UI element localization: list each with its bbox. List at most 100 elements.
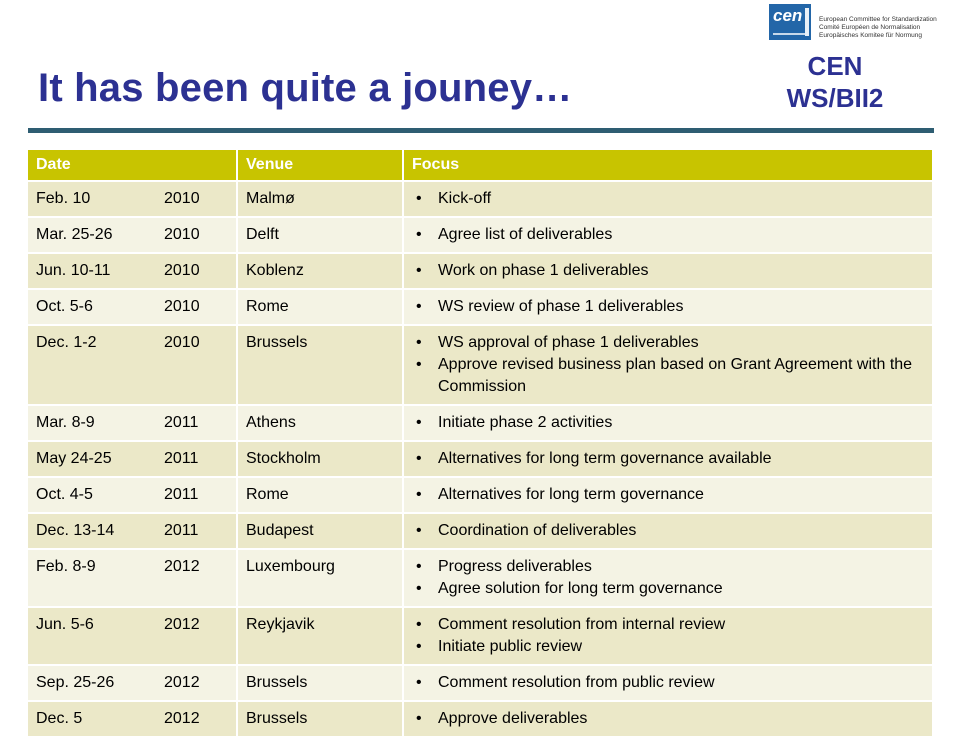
focus-list: Kick-off bbox=[412, 188, 924, 210]
meeting-date: Dec. 13-14 bbox=[36, 522, 115, 539]
meeting-year: 2011 bbox=[164, 486, 199, 503]
cell-date: Mar. 25-26 2010 bbox=[28, 218, 236, 252]
table-row: Mar. 8-9 2011 Athens Initiate phase 2 activ… bbox=[28, 406, 932, 440]
org-line: European Committee for Standardization bbox=[819, 16, 937, 23]
focus-item: Kick-off bbox=[412, 188, 924, 210]
focus-item: Agree solution for long term governance bbox=[412, 578, 924, 600]
focus-list: WS review of phase 1 deliverables bbox=[412, 296, 924, 318]
cell-venue: Rome bbox=[236, 290, 402, 324]
meeting-date: Dec. 5 bbox=[36, 710, 83, 727]
cell-venue: Rome bbox=[236, 478, 402, 512]
meeting-year: 2010 bbox=[164, 298, 200, 315]
meeting-year: 2010 bbox=[164, 226, 200, 243]
focus-item: Initiate phase 2 activities bbox=[412, 412, 924, 434]
table-row: Mar. 25-26 2010 Delft Agree list of deliver… bbox=[28, 218, 932, 252]
cell-focus: Coordination of deliverables bbox=[402, 514, 932, 548]
focus-list: Progress deliverablesAgree solution for … bbox=[412, 556, 924, 600]
meeting-date: Jun. 10-11 bbox=[36, 262, 111, 279]
cell-date: Feb. 8-9 2012 bbox=[28, 550, 236, 606]
meeting-year: 2011 bbox=[164, 522, 199, 539]
cell-focus: Initiate phase 2 activities bbox=[402, 406, 932, 440]
cell-date: Feb. 10 2010 bbox=[28, 182, 236, 216]
cen-logo: cen European Committee for Standardizati… bbox=[769, 4, 949, 44]
cen-logo-text: cen bbox=[773, 6, 803, 25]
org-line: Europäisches Komitee für Normung bbox=[819, 32, 922, 39]
meeting-date: Sep. 25-26 bbox=[36, 674, 115, 691]
cell-venue: Reykjavik bbox=[236, 608, 402, 664]
workshop-label-line1: CEN bbox=[807, 51, 863, 81]
meeting-year: 2010 bbox=[164, 190, 200, 207]
focus-item: Approve deliverables bbox=[412, 708, 924, 730]
focus-item: Comment resolution from internal review bbox=[412, 614, 924, 636]
focus-item: WS review of phase 1 deliverables bbox=[412, 296, 924, 318]
cell-date: Dec. 13-14 2011 bbox=[28, 514, 236, 548]
focus-item: Work on phase 1 deliverables bbox=[412, 260, 924, 282]
focus-item: Comment resolution from public review bbox=[412, 672, 924, 694]
table-row: Dec. 13-14 2011 Budapest Coordination of de… bbox=[28, 514, 932, 548]
cell-focus: WS review of phase 1 deliverables bbox=[402, 290, 932, 324]
cell-focus: Comment resolution from internal reviewI… bbox=[402, 608, 932, 664]
meeting-date: Dec. 1-2 bbox=[36, 334, 97, 351]
cell-focus: Progress deliverablesAgree solution for … bbox=[402, 550, 932, 606]
column-header-focus: Focus bbox=[402, 150, 932, 180]
slide-title: It has been quite a jouney… bbox=[38, 66, 573, 110]
focus-list: Comment resolution from internal reviewI… bbox=[412, 614, 924, 658]
meeting-year: 2011 bbox=[164, 450, 199, 467]
focus-item: Alternatives for long term governance av… bbox=[412, 448, 924, 470]
cen-logo-icon: cen bbox=[769, 4, 811, 40]
cen-org-names: European Committee for Standardization C… bbox=[819, 16, 937, 40]
table-header-row: Date Venue Focus bbox=[28, 150, 932, 180]
meeting-year: 2012 bbox=[164, 616, 200, 633]
focus-item: Progress deliverables bbox=[412, 556, 924, 578]
meeting-date: Mar. 25-26 bbox=[36, 226, 113, 243]
meeting-date: Mar. 8-9 bbox=[36, 414, 95, 431]
cell-venue: Malmø bbox=[236, 182, 402, 216]
table-row: Dec. 1-22010BrusselsWS approval of phase… bbox=[28, 326, 932, 404]
meeting-schedule-table: Date Venue Focus Feb. 10 2010 Malmø Kick-of… bbox=[28, 148, 932, 738]
cell-venue: Delft bbox=[236, 218, 402, 252]
focus-list: Comment resolution from public review bbox=[412, 672, 924, 694]
focus-item: Approve revised business plan based on G… bbox=[412, 354, 924, 398]
meeting-date: Feb. 10 bbox=[36, 190, 91, 207]
meeting-year: 2011 bbox=[164, 414, 199, 431]
table-row: Jun. 10-11 2010 Koblenz Work on phase 1 del… bbox=[28, 254, 932, 288]
cell-venue: Brussels bbox=[236, 702, 402, 736]
table-row: Oct. 4-5 2011 Rome Alternatives for long te… bbox=[28, 478, 932, 512]
cell-venue: Stockholm bbox=[236, 442, 402, 476]
focus-list: WS approval of phase 1 deliverablesAppro… bbox=[412, 332, 924, 398]
meeting-date: May 24-25 bbox=[36, 450, 112, 467]
table-row: Feb. 10 2010 Malmø Kick-off bbox=[28, 182, 932, 216]
focus-list: Alternatives for long term governance bbox=[412, 484, 924, 506]
cell-focus: Approve deliverables bbox=[402, 702, 932, 736]
table-row: May 24-25 2011 Stockholm Alternatives for l… bbox=[28, 442, 932, 476]
table-row: Sep. 25-26 2012 Brussels Comment resolution… bbox=[28, 666, 932, 700]
focus-item: Initiate public review bbox=[412, 636, 924, 658]
cell-focus: WS approval of phase 1 deliverablesAppro… bbox=[402, 326, 932, 404]
cell-venue: Luxembourg bbox=[236, 550, 402, 606]
meeting-date: Oct. 4-5 bbox=[36, 486, 93, 503]
meeting-date: Jun. 5-6 bbox=[36, 616, 94, 633]
focus-list: Approve deliverables bbox=[412, 708, 924, 730]
cell-date: Jun. 5-6 2012 bbox=[28, 608, 236, 664]
cell-focus: Agree list of deliverables bbox=[402, 218, 932, 252]
cell-date: Sep. 25-26 2012 bbox=[28, 666, 236, 700]
cell-date: Dec. 1-2 2010 bbox=[28, 326, 236, 404]
table-body: Feb. 10 2010 Malmø Kick-off Mar. 25-26 2010 De… bbox=[28, 182, 932, 736]
cell-date: Jun. 10-11 2010 bbox=[28, 254, 236, 288]
focus-list: Work on phase 1 deliverables bbox=[412, 260, 924, 282]
table-row: Dec. 5 2012 Brussels Approve deliverables bbox=[28, 702, 932, 736]
cell-venue: Brussels bbox=[236, 326, 402, 404]
focus-list: Alternatives for long term governance av… bbox=[412, 448, 924, 470]
meeting-date: Feb. 8-9 bbox=[36, 558, 96, 575]
focus-item: Coordination of deliverables bbox=[412, 520, 924, 542]
cell-date: Dec. 5 2012 bbox=[28, 702, 236, 736]
table-row: Jun. 5-62012ReykjavikComment resolution … bbox=[28, 608, 932, 664]
meeting-year: 2010 bbox=[164, 262, 200, 279]
cell-focus: Work on phase 1 deliverables bbox=[402, 254, 932, 288]
focus-item: Alternatives for long term governance bbox=[412, 484, 924, 506]
cell-venue: Budapest bbox=[236, 514, 402, 548]
cell-venue: Koblenz bbox=[236, 254, 402, 288]
cell-focus: Alternatives for long term governance bbox=[402, 478, 932, 512]
cell-date: May 24-25 2011 bbox=[28, 442, 236, 476]
meeting-year: 2012 bbox=[164, 558, 200, 575]
